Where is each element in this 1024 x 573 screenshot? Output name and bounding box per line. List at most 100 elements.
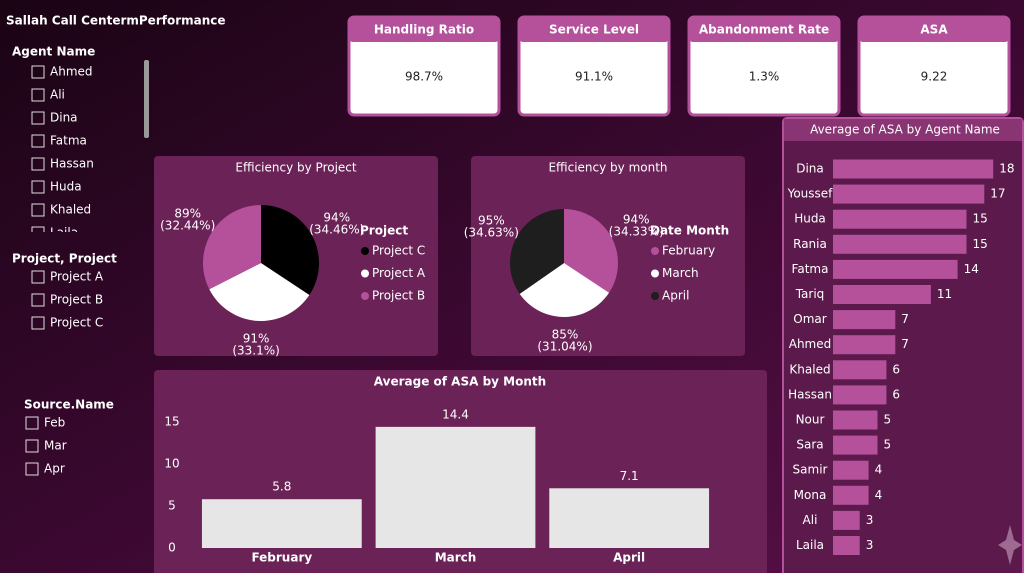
legend-label: February <box>662 244 715 258</box>
slicer-item: Fatma <box>50 134 87 148</box>
data-label: 5 <box>884 413 892 427</box>
y-tick-label: Ahmed <box>789 337 832 351</box>
legend-swatch <box>361 247 369 255</box>
pie-slice <box>202 205 261 290</box>
kpi-value: 9.22 <box>921 70 948 84</box>
sparkle-icon <box>998 525 1022 565</box>
data-label: 7.1 <box>620 469 639 483</box>
bar <box>833 234 967 254</box>
slicer-title: Source.Name <box>24 398 114 412</box>
slicer-item: Khaled <box>50 203 91 217</box>
chart-title: Average of ASA by Agent Name <box>810 123 1000 137</box>
legend-label: April <box>662 289 689 303</box>
slicer-item: Laila <box>50 226 78 240</box>
data-label: 5.8 <box>272 480 291 494</box>
bar <box>833 410 878 430</box>
checkbox[interactable] <box>31 88 45 102</box>
slicer-item: Project A <box>50 270 104 284</box>
legend-label: Project B <box>372 289 425 303</box>
checkbox[interactable] <box>31 111 45 125</box>
chart-title: Efficiency by Project <box>235 161 357 175</box>
data-label: (34.33%) <box>609 225 664 239</box>
checkbox[interactable] <box>31 316 45 330</box>
bar <box>833 209 967 229</box>
data-label: 6 <box>892 362 900 376</box>
kpi-label: ASA <box>920 23 948 37</box>
kpi-label: Handling Ratio <box>374 23 474 37</box>
data-label: 18 <box>999 162 1014 176</box>
data-label: 15 <box>973 237 988 251</box>
bar <box>833 159 994 179</box>
bar <box>375 426 536 548</box>
slicer-item: Mar <box>44 439 67 453</box>
data-label: 14.4 <box>442 407 469 421</box>
bar <box>833 510 860 530</box>
legend-label: Project A <box>372 266 426 280</box>
checkbox[interactable] <box>31 203 45 217</box>
page-title: Sallah Call CentermPerformance <box>6 14 226 28</box>
data-label: 91% <box>243 331 270 345</box>
kpi-value: 98.7% <box>405 70 443 84</box>
data-label: 89% <box>174 207 201 221</box>
y-tick-label: Laila <box>796 538 824 552</box>
slicer-item: Feb <box>44 416 65 430</box>
y-tick-label: Ali <box>803 513 818 527</box>
slicer-title: Project, Project <box>12 252 117 266</box>
y-tick-label: 5 <box>168 498 176 512</box>
slicer-items: Project A Project B Project C <box>31 270 104 330</box>
legend-label: March <box>662 266 699 280</box>
checkbox[interactable] <box>31 293 45 307</box>
y-tick-label: Omar <box>793 312 826 326</box>
bar <box>833 310 896 330</box>
checkbox[interactable] <box>31 65 45 79</box>
data-label: 14 <box>964 262 979 276</box>
checkbox[interactable] <box>25 416 39 430</box>
legend-title: Project <box>360 224 408 238</box>
scrollbar[interactable] <box>144 60 149 138</box>
data-label: 7 <box>901 312 909 326</box>
y-tick-label: Sara <box>796 438 823 452</box>
slicer-item: Ahmed <box>50 65 93 79</box>
y-tick-label: 15 <box>164 414 179 428</box>
bar <box>833 385 887 405</box>
checkbox[interactable] <box>31 157 45 171</box>
panel-header <box>784 119 1022 141</box>
slicer-item: Hassan <box>50 157 94 171</box>
slicer-item: Dina <box>50 111 78 125</box>
data-label: 5 <box>884 438 892 452</box>
bar <box>549 488 710 548</box>
x-tick-label: April <box>613 551 645 565</box>
bar <box>833 536 860 555</box>
checkbox[interactable] <box>25 462 39 476</box>
data-label: (34.46%) <box>309 223 364 237</box>
kpi-header <box>349 17 499 42</box>
checkbox[interactable] <box>31 270 45 284</box>
slicer-item: Ali <box>50 88 65 102</box>
slicer-item: Project C <box>50 316 103 330</box>
data-label: 11 <box>937 287 952 301</box>
bar <box>833 259 958 279</box>
pie-slice <box>509 209 564 294</box>
y-tick-label: Tariq <box>795 287 825 301</box>
data-label: 94% <box>623 213 650 227</box>
data-label: 4 <box>875 488 883 502</box>
legend-swatch <box>651 292 659 300</box>
checkbox[interactable] <box>31 226 45 239</box>
bar <box>833 335 896 355</box>
slicer-items: Feb Mar Apr <box>25 416 67 476</box>
y-tick-label: Youssef <box>787 187 834 201</box>
bar <box>833 285 931 304</box>
data-label: 7 <box>901 337 909 351</box>
data-label: 94% <box>323 211 350 225</box>
data-label: (34.63%) <box>464 225 519 239</box>
bar <box>833 435 878 455</box>
pie-slice <box>261 205 319 296</box>
data-label: 95% <box>478 213 505 227</box>
checkbox[interactable] <box>31 180 45 194</box>
legend-swatch <box>651 269 659 278</box>
checkbox[interactable] <box>25 439 39 453</box>
checkbox[interactable] <box>31 134 45 148</box>
y-tick-label: 10 <box>164 456 179 470</box>
data-label: 3 <box>866 513 874 527</box>
pie-slice <box>564 208 618 293</box>
